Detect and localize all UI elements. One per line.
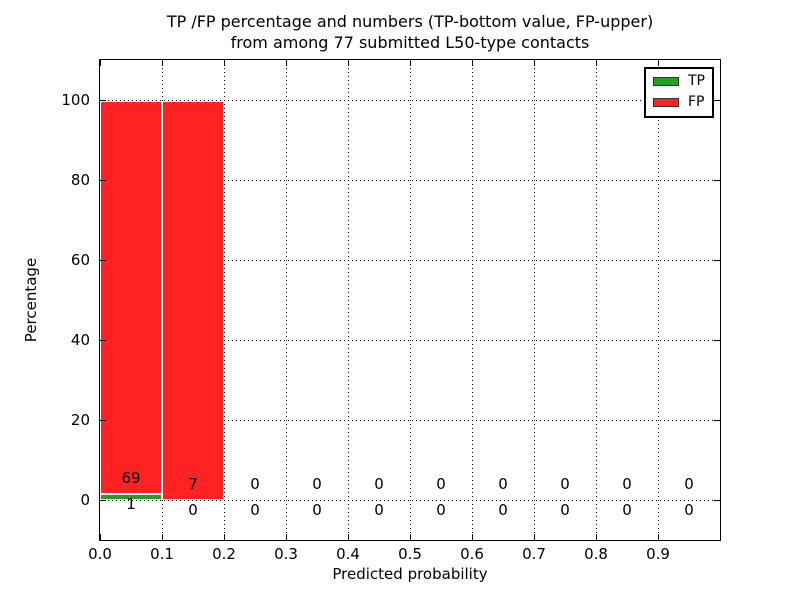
- y-tick-label: 40: [70, 331, 90, 349]
- fp-legend-label: FP: [688, 94, 705, 110]
- fp-count-label: 0: [560, 474, 570, 493]
- y-tick-mark: [100, 420, 106, 421]
- x-tick-mark: [658, 534, 659, 540]
- chart-title: TP /FP percentage and numbers (TP-bottom…: [100, 11, 720, 53]
- x-tick-label: 0.8: [584, 545, 608, 563]
- fp-count-label: 0: [312, 474, 322, 493]
- legend: TP FP: [644, 67, 714, 118]
- x-tick-mark-top: [596, 60, 597, 66]
- gridline-vertical: [658, 60, 659, 540]
- tp-count-label: 0: [622, 500, 632, 519]
- gridline-vertical: [596, 60, 597, 540]
- fp-count-label: 0: [622, 474, 632, 493]
- x-tick-mark-top: [286, 60, 287, 66]
- x-tick-label: 0.0: [88, 545, 112, 563]
- gridline-vertical: [410, 60, 411, 540]
- fp-count-label: 0: [684, 474, 694, 493]
- gridline-vertical: [286, 60, 287, 540]
- bar-segment-fp: [162, 101, 224, 500]
- x-tick-mark: [286, 534, 287, 540]
- x-tick-mark: [224, 534, 225, 540]
- x-tick-mark: [100, 534, 101, 540]
- x-tick-mark-top: [472, 60, 473, 66]
- y-tick-label: 80: [70, 171, 90, 189]
- gridline-vertical: [472, 60, 473, 540]
- x-tick-label: 0.4: [336, 545, 360, 563]
- fp-legend-swatch-icon: [653, 98, 679, 107]
- x-tick-label: 0.5: [398, 545, 422, 563]
- x-tick-mark: [410, 534, 411, 540]
- tp-count-label: 0: [374, 500, 384, 519]
- x-tick-mark-top: [224, 60, 225, 66]
- x-tick-label: 0.6: [460, 545, 484, 563]
- legend-item-fp: FP: [653, 95, 705, 110]
- y-tick-mark-right: [714, 260, 720, 261]
- chart-title-line1: TP /FP percentage and numbers (TP-bottom…: [166, 12, 654, 31]
- tp-count-label: 0: [560, 500, 570, 519]
- fp-count-label: 0: [374, 474, 384, 493]
- x-tick-mark-top: [348, 60, 349, 66]
- legend-item-tp: TP: [653, 74, 705, 89]
- tp-count-label: 0: [312, 500, 322, 519]
- fp-count-label: 7: [188, 474, 198, 493]
- gridline-vertical: [224, 60, 225, 540]
- x-tick-label: 0.2: [212, 545, 236, 563]
- bar-segment-fp: [100, 101, 162, 495]
- x-tick-mark-top: [658, 60, 659, 66]
- x-tick-mark: [534, 534, 535, 540]
- y-tick-label: 100: [61, 91, 90, 109]
- y-tick-mark-right: [714, 340, 720, 341]
- y-tick-mark-right: [714, 500, 720, 501]
- plot-area: 69 1 7 0 0 0 0 0 0 0 0 0 0 0 0 0 0 0 0 0 TP FP: [99, 59, 721, 541]
- gridline-vertical: [348, 60, 349, 540]
- x-tick-mark: [472, 534, 473, 540]
- y-tick-label: 60: [70, 251, 90, 269]
- x-tick-mark-top: [100, 60, 101, 66]
- fp-count-label: 69: [121, 468, 141, 487]
- x-tick-mark-top: [534, 60, 535, 66]
- fp-count-label: 0: [250, 474, 260, 493]
- y-tick-mark-right: [714, 420, 720, 421]
- y-tick-mark-right: [714, 180, 720, 181]
- y-tick-label: 20: [70, 411, 90, 429]
- tp-legend-label: TP: [688, 73, 705, 89]
- tp-count-label: 1: [126, 495, 136, 514]
- x-tick-label: 0.7: [522, 545, 546, 563]
- bar-segment-tp: [100, 494, 162, 500]
- fp-count-label: 0: [498, 474, 508, 493]
- y-tick-mark: [100, 500, 106, 501]
- x-tick-mark-top: [410, 60, 411, 66]
- y-tick-mark: [100, 260, 106, 261]
- x-tick-label: 0.1: [150, 545, 174, 563]
- tp-count-label: 0: [436, 500, 446, 519]
- tp-count-label: 0: [188, 500, 198, 519]
- x-tick-mark-top: [162, 60, 163, 66]
- fp-count-label: 0: [436, 474, 446, 493]
- tp-count-label: 0: [250, 500, 260, 519]
- y-tick-mark: [100, 340, 106, 341]
- x-tick-mark: [596, 534, 597, 540]
- y-tick-mark-right: [714, 100, 720, 101]
- tp-count-label: 0: [684, 500, 694, 519]
- y-axis-label: Percentage: [22, 257, 40, 343]
- chart-title-line2: from among 77 submitted L50-type contact…: [230, 33, 590, 52]
- y-tick-mark: [100, 180, 106, 181]
- tp-legend-swatch-icon: [653, 77, 679, 86]
- x-axis-label: Predicted probability: [332, 565, 488, 583]
- gridline-vertical: [534, 60, 535, 540]
- x-tick-label: 0.9: [646, 545, 670, 563]
- tp-count-label: 0: [498, 500, 508, 519]
- y-tick-mark: [100, 100, 106, 101]
- y-tick-label: 0: [80, 491, 90, 509]
- x-tick-mark: [348, 534, 349, 540]
- x-tick-mark: [162, 534, 163, 540]
- x-tick-label: 0.3: [274, 545, 298, 563]
